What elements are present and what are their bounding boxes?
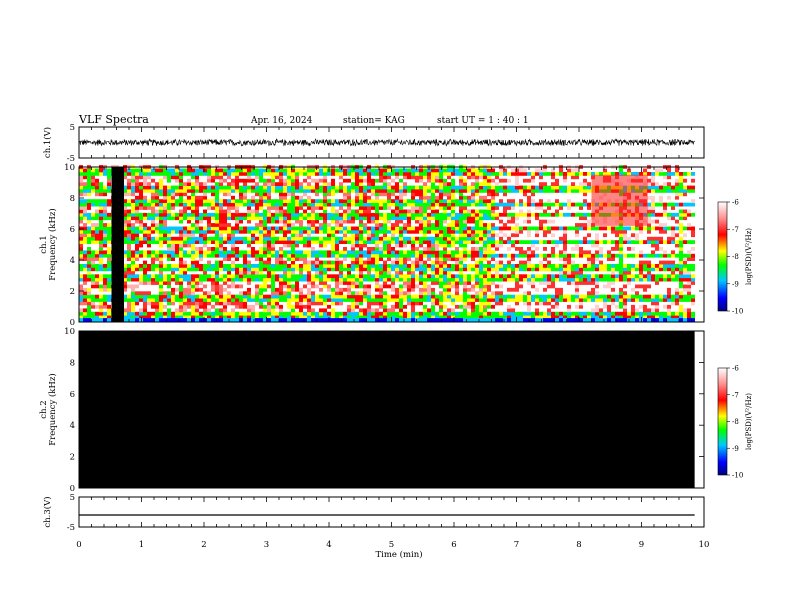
colorbar-label: log(PSD)(V²/Hz): [745, 228, 753, 285]
data-gap: [111, 167, 124, 322]
x-tick-label: 7: [514, 540, 519, 550]
y-tick-label: -5: [67, 154, 75, 164]
y-tick-label: 6: [70, 390, 75, 400]
colorbar-tick-label: -9: [732, 280, 739, 288]
station-label: station= KAG: [343, 116, 405, 126]
colorbar-tick-label: -7: [732, 226, 739, 234]
colorbar-tick-label: -8: [732, 253, 739, 261]
y-axis-label: Frequency (kHz): [47, 208, 58, 280]
colorbar-scale: [717, 367, 728, 476]
colorbar-label: log(PSD)(V²/Hz): [745, 393, 753, 450]
x-tick-label: 3: [264, 540, 269, 550]
ch1-waveform-trace: [78, 138, 695, 147]
y-tick-label: 6: [70, 225, 75, 235]
ch1-spectrogram-image: [79, 165, 695, 323]
y-tick-label: 2: [70, 453, 75, 463]
colorbar-tick-label: -8: [732, 418, 739, 426]
ch2-spectrogram-image: [79, 331, 695, 488]
y-axis-label: Frequency (kHz): [47, 373, 58, 445]
time-axis: 0 1 2 3 4 5 6 7 8 9 10: [76, 540, 709, 550]
emission-feature: [591, 174, 648, 226]
ch2-colorbar: -6 -7 -8 -9 -10 log(PSD)(V²/Hz): [717, 365, 753, 480]
colorbar-tick-label: -7: [732, 391, 739, 399]
y-tick-label: 4: [70, 256, 75, 266]
y-axis-label: ch.3(V): [42, 496, 53, 527]
x-tick-label: 9: [639, 540, 644, 550]
colorbar-scale: [717, 201, 728, 312]
y-axis-label: ch.2: [39, 400, 49, 418]
ch1-waveform-panel: ch.1(V) 5 -5: [42, 123, 705, 164]
ch1-colorbar: -6 -7 -8 -9 -10 log(PSD)(V²/Hz): [717, 199, 753, 316]
x-tick-label: 5: [389, 540, 394, 550]
y-tick-label: 5: [70, 493, 75, 503]
y-tick-label: 8: [70, 358, 75, 368]
y-tick-label: 4: [70, 421, 75, 431]
y-tick-label: -5: [67, 523, 75, 533]
y-tick-label: 5: [70, 123, 75, 133]
ch3-waveform-panel: ch.3(V) 5 -5: [42, 493, 705, 533]
colorbar-tick-label: -10: [732, 308, 743, 316]
colorbar-tick-label: -6: [732, 199, 739, 207]
y-tick-label: 2: [70, 287, 75, 297]
date-label: Apr. 16, 2024: [250, 116, 313, 126]
y-tick-label: 10: [64, 327, 75, 337]
ch2-spectrogram-panel: ch.2 Frequency (kHz) 0 2 4 6 8 10: [39, 327, 705, 494]
y-axis-label: ch.1: [39, 235, 49, 253]
start-ut-label: start UT = 1 : 40 : 1: [437, 116, 529, 126]
colorbar-tick-label: -9: [732, 445, 739, 453]
x-axis-label: Time (min): [375, 549, 422, 560]
y-tick-label: 10: [64, 163, 75, 173]
x-tick-label: 10: [699, 540, 710, 550]
x-tick-label: 8: [576, 540, 581, 550]
ch1-spectrogram-panel: ch.1 Frequency (kHz) 0 2 4 6 8 10: [39, 163, 705, 328]
y-tick-label: 0: [70, 484, 75, 494]
x-tick-label: 0: [76, 540, 81, 550]
x-tick-label: 1: [139, 540, 144, 550]
colorbar-tick-label: -6: [732, 365, 739, 373]
y-axis-label: ch.1(V): [42, 127, 53, 158]
x-tick-label: 6: [451, 540, 456, 550]
colorbar-tick-label: -10: [732, 472, 743, 480]
x-tick-label: 4: [326, 540, 331, 550]
y-tick-label: 0: [70, 318, 75, 328]
x-tick-label: 2: [201, 540, 206, 550]
y-tick-label: 8: [70, 194, 75, 204]
figure-title: VLF Spectra: [78, 113, 149, 126]
